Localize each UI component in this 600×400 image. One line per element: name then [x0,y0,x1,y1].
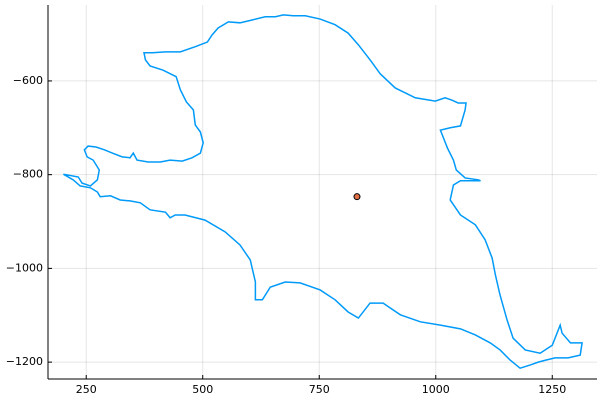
y-tick-label: −1200 [6,355,43,368]
x-tick-label: 250 [76,383,97,396]
x-tick-label: 1250 [538,383,566,396]
point [353,193,361,201]
y-tick-label: −600 [13,74,43,87]
x-tick-label: 500 [192,383,213,396]
x-tick-label: 750 [309,383,330,396]
outline-line [63,14,583,370]
y-tick-label: −800 [13,168,43,181]
x-tick-label: 1000 [422,383,450,396]
y-tick-label: −1000 [6,261,43,274]
